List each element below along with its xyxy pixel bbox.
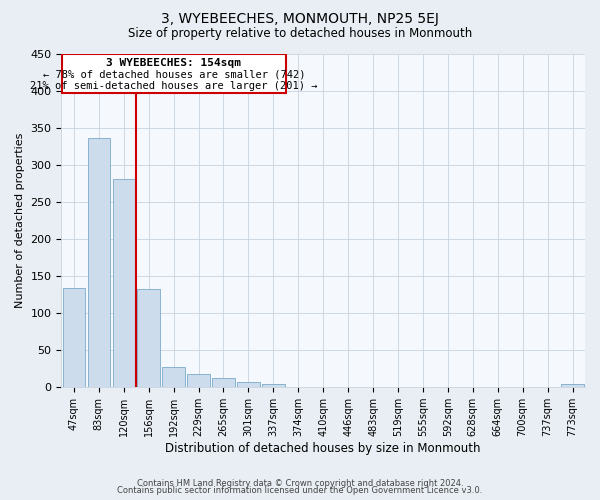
Bar [113, 179, 135, 387]
X-axis label: Distribution of detached houses by size in Monmouth: Distribution of detached houses by size … [166, 442, 481, 455]
Bar [62, 54, 286, 93]
Text: 3 WYEBEECHES: 154sqm: 3 WYEBEECHES: 154sqm [106, 58, 241, 68]
Text: ← 78% of detached houses are smaller (742): ← 78% of detached houses are smaller (74… [43, 70, 305, 80]
Bar [187, 374, 210, 387]
Bar [212, 378, 235, 387]
Text: Size of property relative to detached houses in Monmouth: Size of property relative to detached ho… [128, 28, 472, 40]
Bar [163, 367, 185, 387]
Text: 21% of semi-detached houses are larger (201) →: 21% of semi-detached houses are larger (… [30, 81, 317, 91]
Text: 3, WYEBEECHES, MONMOUTH, NP25 5EJ: 3, WYEBEECHES, MONMOUTH, NP25 5EJ [161, 12, 439, 26]
Bar [137, 288, 160, 387]
Bar [562, 384, 584, 387]
Bar [237, 382, 260, 387]
Bar [62, 288, 85, 387]
Text: Contains public sector information licensed under the Open Government Licence v3: Contains public sector information licen… [118, 486, 482, 495]
Text: Contains HM Land Registry data © Crown copyright and database right 2024.: Contains HM Land Registry data © Crown c… [137, 478, 463, 488]
Y-axis label: Number of detached properties: Number of detached properties [15, 133, 25, 308]
Bar [88, 138, 110, 387]
Bar [262, 384, 284, 387]
